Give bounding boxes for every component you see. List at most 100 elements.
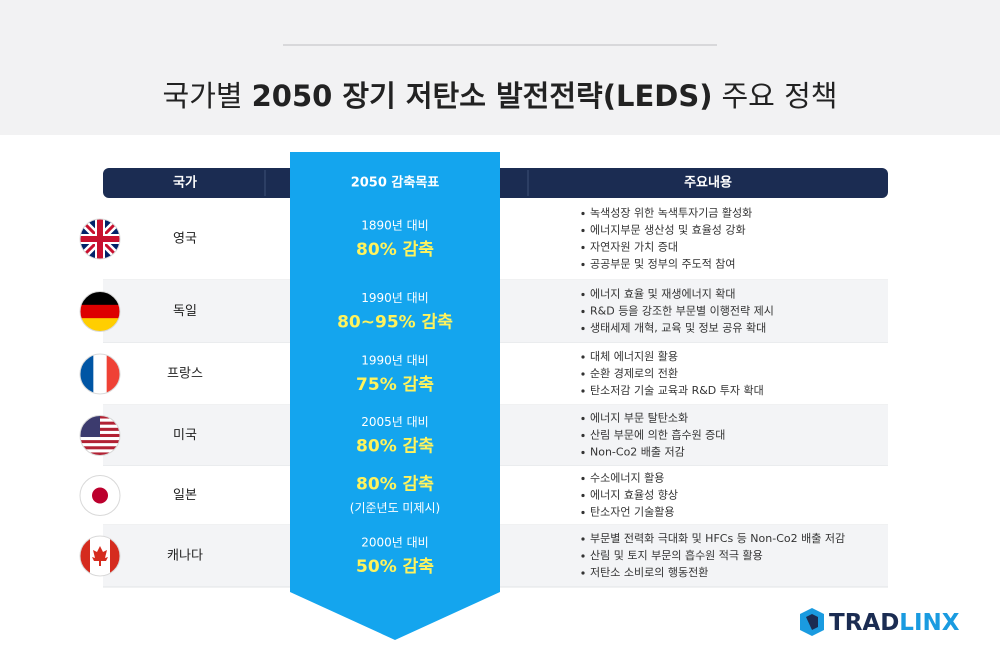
flag-part [80, 354, 94, 394]
bullet [581, 262, 585, 267]
bullet [581, 211, 585, 216]
bullet [581, 416, 585, 421]
title-part: 국가별 [163, 79, 243, 113]
target-banner [290, 152, 500, 640]
cells: 영국 1890년 대비 80% 감축 녹색성장 위한 녹색투자기금 활성화에너지부문 … [79, 206, 845, 579]
flag-body [80, 415, 120, 456]
bullet [581, 450, 585, 455]
item: 공공부문 및 정부의 주도적 참여 [590, 258, 736, 271]
bullet [581, 389, 585, 393]
item: 저탄소 소비로의 행동전환 [590, 566, 708, 579]
flag-part [80, 443, 120, 447]
bullet [581, 326, 585, 331]
target-text: 50% 감축 [356, 557, 434, 577]
target-text: 1890년 대비 [361, 219, 428, 233]
flag-part [80, 304, 120, 319]
bullet [581, 433, 585, 438]
item: 자연자원 가치 증대 [590, 241, 678, 254]
item: 녹색성장 위한 녹색투자기금 활성화 [590, 206, 752, 220]
target-text: 2005년 대비 [361, 415, 428, 429]
flag-border [79, 291, 121, 332]
flag-body [80, 219, 120, 259]
target-text: 80% 감축 [356, 437, 434, 457]
target-text: 80% 감축 [356, 475, 434, 495]
item: 에너지 부문 탈탄소화 [590, 412, 688, 425]
flag-part [80, 437, 120, 441]
target-text: 75% 감축 [356, 375, 434, 395]
flag-part [80, 291, 120, 306]
bullet [581, 245, 585, 250]
flag-part [106, 354, 120, 394]
flag-part [80, 449, 120, 453]
flag-part [80, 440, 120, 444]
target-text: 80~95% 감축 [337, 313, 453, 333]
target-text: 80% 감축 [356, 240, 434, 260]
header-cell: 국가 [173, 176, 197, 191]
flag-body [80, 291, 120, 332]
bullet [581, 372, 585, 376]
item: 생태세제 개혁, 교육 및 정보 공유 확대 [590, 322, 766, 335]
bullet [581, 510, 585, 515]
flag-border [79, 353, 121, 395]
flag-part [110, 536, 120, 576]
item: 탄소자언 기술활용 [590, 505, 674, 519]
bullet [581, 571, 585, 575]
item: Non-Co2 배출 저감 [590, 446, 685, 459]
item: 산림 및 토지 부문의 흡수원 적극 활용 [590, 548, 763, 562]
flag-part [80, 318, 120, 332]
flag-part [92, 546, 108, 566]
bullet [581, 493, 585, 498]
bullet [581, 554, 585, 558]
logo: TRADLINX [829, 610, 960, 636]
item: 순환 경제로의 전환 [590, 367, 678, 380]
bullet [581, 355, 585, 359]
flag-border [79, 415, 121, 456]
header-cell: 주요내용 [684, 175, 732, 191]
flag [79, 218, 121, 260]
logo-part: TRAD [829, 610, 899, 636]
item: 부문별 전력화 극대화 및 HFCs 등 Non-Co2 배출 저감 [590, 532, 845, 545]
item: 대체 에너지원 활용 [590, 349, 678, 363]
bullet [581, 228, 585, 233]
country: 프랑스 [167, 367, 203, 382]
country: 독일 [173, 304, 197, 319]
flag [79, 291, 121, 332]
item: 에너지 효율성 향상 [590, 489, 678, 502]
flag [79, 415, 121, 456]
bullet [581, 309, 585, 314]
flag [79, 475, 121, 516]
title-part: 2050 장기 저탄소 발전전략(LEDS) [252, 79, 713, 113]
bullet [581, 537, 585, 541]
title: 국가별 2050 장기 저탄소 발전전략(LEDS) 주요 정책 [163, 79, 838, 113]
header-cell: 2050 감축목표 [351, 175, 440, 191]
country: 미국 [173, 428, 197, 443]
target-text: 1990년 대비 [361, 354, 428, 368]
flag-body [80, 354, 120, 394]
flag-border [79, 535, 121, 577]
target-text: 2000년 대비 [361, 536, 428, 550]
bullet [581, 476, 585, 481]
flag-body [80, 475, 120, 516]
flag [79, 353, 121, 395]
country: 영국 [173, 232, 197, 247]
item: 산림 부문에 의한 흡수원 증대 [590, 428, 725, 442]
header-band [0, 0, 1000, 135]
item: 수소에너지 활용 [590, 471, 664, 485]
flag [79, 535, 121, 577]
flag-part [80, 536, 90, 576]
country: 일본 [173, 488, 197, 503]
logo-part: LINX [899, 610, 959, 636]
logo-icon [806, 614, 818, 630]
flag-border [79, 218, 121, 260]
item: 탄소저감 기술 교육과 R&D 투자 확대 [590, 384, 764, 397]
flag-part [92, 487, 108, 504]
item: R&D 등을 강조한 부문별 이행전략 제시 [590, 305, 774, 318]
bullet [581, 292, 585, 297]
flag-part [80, 219, 120, 259]
target-text: (기준년도 미제시) [350, 501, 440, 515]
item: 에너지 효율 및 재생에너지 확대 [590, 288, 736, 301]
flag-border [79, 475, 121, 516]
target-text: 1990년 대비 [361, 291, 428, 305]
flag-part [80, 446, 120, 450]
